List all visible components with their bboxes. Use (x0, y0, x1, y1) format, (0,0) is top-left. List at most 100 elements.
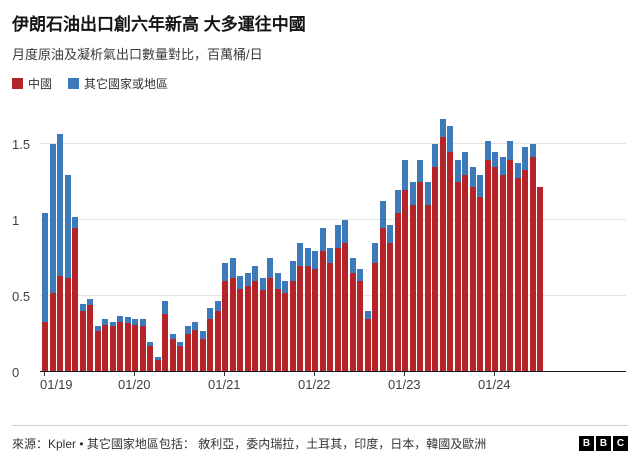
x-axis-tick (314, 372, 315, 376)
bar-segment-others (304, 247, 311, 266)
bar-segment-others (132, 318, 138, 325)
bar-segment-others (357, 268, 363, 281)
bar-segment-china (244, 285, 251, 372)
bar-segment-china (357, 280, 363, 372)
x-axis-label: 01/19 (40, 377, 73, 392)
bar-segment-others (402, 159, 408, 190)
bar-segment-china (72, 227, 78, 372)
bar-2019-05 (72, 217, 78, 372)
bar-2020-09 (192, 321, 198, 372)
bar-segment-others (514, 162, 521, 178)
y-axis-label: 0.5 (12, 289, 31, 305)
bar-2023-10 (469, 167, 476, 372)
bar-segment-others (117, 315, 123, 322)
bar-2021-10 (289, 261, 296, 372)
bar-segment-china (64, 277, 71, 372)
bar-segment-china (372, 262, 378, 372)
bar-2019-09 (102, 318, 108, 372)
bar-segment-others (64, 174, 71, 278)
bar-2023-02 (409, 182, 416, 372)
bar-segment-others (417, 159, 423, 183)
bar-segment-others (259, 277, 266, 291)
bar-2021-07 (267, 258, 273, 372)
bar-segment-china (537, 186, 543, 372)
bar-segment-china (192, 329, 198, 372)
bar-segment-china (492, 167, 498, 372)
bar-segment-china (349, 273, 356, 372)
bar-segment-others (439, 118, 446, 137)
bar-segment-china (297, 265, 303, 372)
bar-segment-china (432, 167, 438, 372)
bar-segment-china (387, 243, 393, 372)
page-title: 伊朗石油出口創六年新高 大多運往中國 (12, 15, 306, 34)
bar-segment-china (184, 334, 191, 372)
bar-segment-others (499, 156, 506, 175)
bar-2023-01 (402, 159, 408, 372)
bar-2019-11 (117, 315, 123, 372)
bar-2024-03 (507, 141, 513, 372)
bar-segment-china (342, 243, 348, 372)
bar-segment-china (94, 331, 101, 372)
bar-segment-others (319, 227, 326, 251)
legend-item-china: 中國 (12, 75, 52, 92)
bar-2022-10 (379, 200, 386, 372)
bar-segment-others (87, 299, 93, 306)
bar-segment-china (42, 321, 48, 372)
bar-segment-others (139, 318, 146, 327)
bar-segment-china (522, 170, 528, 372)
bar-2020-04 (154, 356, 161, 372)
bar-2019-10 (109, 321, 116, 372)
bar-segment-others (42, 212, 48, 322)
bar-2024-06 (529, 144, 536, 372)
bar-segment-china (229, 277, 236, 372)
bar-2020-11 (207, 308, 213, 372)
bar-segment-china (57, 276, 63, 372)
bar-2019-03 (57, 133, 63, 372)
x-axis-tick (224, 372, 225, 376)
y-axis-label: 0 (12, 365, 20, 380)
bar-segment-china (424, 205, 431, 372)
bar-segment-others (199, 331, 206, 339)
bar-2023-11 (477, 174, 483, 372)
bar-2023-08 (454, 159, 461, 372)
grid-line (40, 295, 626, 297)
bar-segment-china (79, 311, 86, 372)
grid-line (40, 219, 626, 221)
bar-segment-others (409, 182, 416, 206)
legend-swatch-china (12, 78, 23, 89)
bar-segment-china (169, 338, 176, 372)
legend-swatch-others (68, 78, 80, 89)
bar-2021-12 (304, 247, 311, 372)
bar-segment-china (312, 268, 318, 372)
bar-segment-others (154, 356, 161, 360)
legend: 中國 其它國家或地區 (12, 75, 628, 92)
bar-segment-china (334, 247, 341, 372)
bar-segment-china (177, 346, 183, 372)
bar-segment-others (312, 250, 318, 269)
bar-segment-others (424, 182, 431, 206)
bar-segment-china (447, 151, 453, 372)
bar-2022-03 (327, 247, 333, 372)
bar-segment-others (282, 280, 288, 294)
source-note: 來源：Kpler • 其它國家地區包括： 敘利亞，委内瑞拉，土耳其，印度，日本，… (12, 437, 487, 451)
bar-segment-china (514, 177, 521, 372)
bar-segment-others (177, 341, 183, 347)
bar-segment-others (507, 141, 513, 160)
bar-2022-09 (372, 243, 378, 372)
bar-segment-china (319, 250, 326, 372)
bar-segment-others (124, 317, 131, 324)
bar-segment-others (237, 276, 243, 289)
bar-segment-china (132, 324, 138, 372)
bar-segment-others (364, 311, 371, 319)
bar-2019-01 (42, 212, 48, 372)
bar-segment-china (207, 318, 213, 372)
bar-2020-02 (139, 318, 146, 372)
bar-2021-08 (274, 273, 281, 372)
bar-segment-china (49, 293, 56, 372)
bar-segment-china (462, 174, 468, 372)
bar-segment-others (379, 200, 386, 228)
bar-2024-05 (522, 147, 528, 372)
bar-segment-china (409, 205, 416, 372)
bar-segment-others (214, 300, 221, 312)
